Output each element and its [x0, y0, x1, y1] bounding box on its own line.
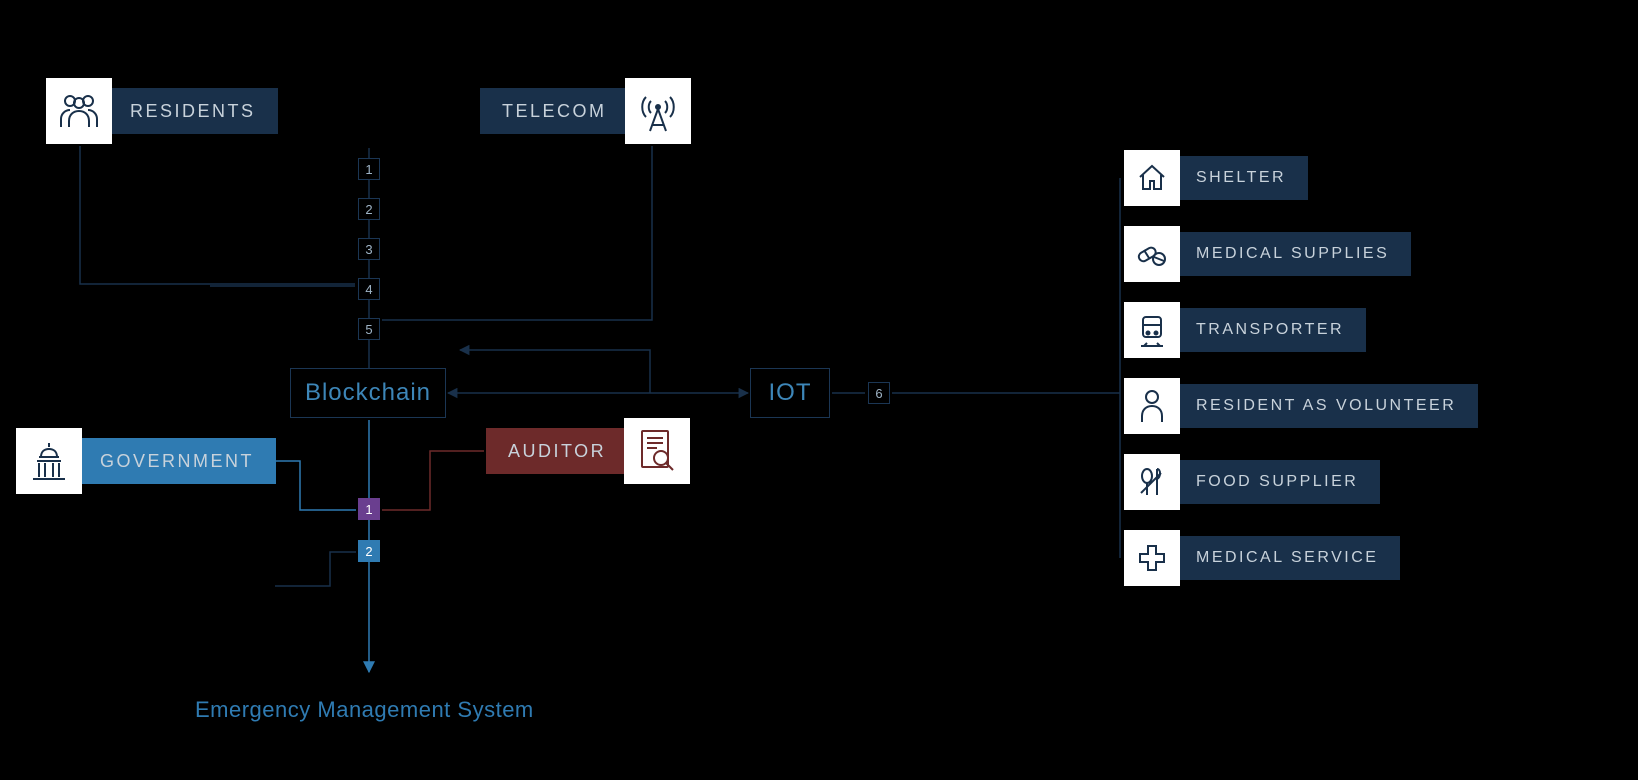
- side-item: SHELTER: [1124, 150, 1308, 206]
- step-number: 2: [358, 540, 380, 562]
- node-telecom: TELECOM: [480, 78, 691, 144]
- document-icon: [624, 418, 690, 484]
- box-iot: IOT: [750, 368, 830, 418]
- node-label: GOVERNMENT: [82, 438, 276, 484]
- pills-icon: [1124, 226, 1180, 282]
- side-item-label: FOOD SUPPLIER: [1180, 460, 1380, 504]
- node-label: TELECOM: [480, 88, 625, 134]
- train-icon: [1124, 302, 1180, 358]
- side-item-label: MEDICAL SERVICE: [1180, 536, 1400, 580]
- side-item-label: SHELTER: [1180, 156, 1308, 200]
- node-residents: RESIDENTS: [46, 78, 278, 144]
- utensils-icon: [1124, 454, 1180, 510]
- side-item: MEDICAL SUPPLIES: [1124, 226, 1411, 282]
- side-item: RESIDENT AS VOLUNTEER: [1124, 378, 1478, 434]
- box-label: Blockchain: [305, 379, 431, 407]
- step-number: 2: [358, 198, 380, 220]
- node-government: GOVERNMENT: [16, 428, 276, 494]
- side-item: TRANSPORTER: [1124, 302, 1366, 358]
- house-icon: [1124, 150, 1180, 206]
- people-icon: [46, 78, 112, 144]
- side-item-label: MEDICAL SUPPLIES: [1180, 232, 1411, 276]
- diagram-stage: RESIDENTS TELECOM GOVERNMENT AUD: [0, 0, 1638, 780]
- step-number: 6: [868, 382, 890, 404]
- node-label: RESIDENTS: [112, 88, 278, 134]
- cross-icon: [1124, 530, 1180, 586]
- step-number: 1: [358, 498, 380, 520]
- step-number: 1: [358, 158, 380, 180]
- step-number: 3: [358, 238, 380, 260]
- side-item: MEDICAL SERVICE: [1124, 530, 1400, 586]
- node-auditor: AUDITOR: [486, 418, 690, 484]
- box-blockchain: Blockchain: [290, 368, 446, 418]
- capitol-icon: [16, 428, 82, 494]
- person-icon: [1124, 378, 1180, 434]
- side-item-label: RESIDENT AS VOLUNTEER: [1180, 384, 1478, 428]
- step-number: 5: [358, 318, 380, 340]
- node-label: AUDITOR: [486, 428, 624, 474]
- box-label: IOT: [769, 379, 812, 407]
- side-item-label: TRANSPORTER: [1180, 308, 1366, 352]
- step-number: 4: [358, 278, 380, 300]
- ems-label: Emergency Management System: [195, 697, 534, 723]
- antenna-icon: [625, 78, 691, 144]
- side-item: FOOD SUPPLIER: [1124, 454, 1380, 510]
